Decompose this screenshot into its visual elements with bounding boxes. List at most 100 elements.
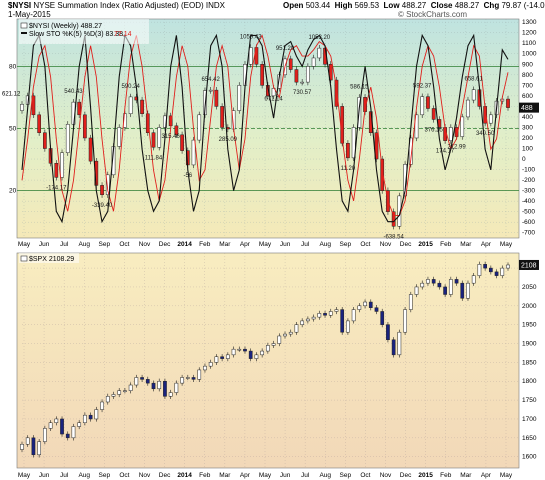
spx-candle-body: [180, 377, 184, 384]
nysi-candle-body: [214, 89, 219, 107]
nysi-candle-body: [100, 185, 104, 196]
spx-candle-body: [145, 379, 150, 384]
high-label: High: [334, 1, 353, 10]
spx-candle-body: [454, 279, 459, 284]
nysi-x-tick-label: Aug: [78, 241, 90, 248]
nysi-candle-body: [288, 58, 293, 70]
spx-candle-body: [254, 354, 259, 359]
nysi-candle-body: [54, 162, 59, 178]
spx-candle-body: [420, 282, 425, 288]
spx-candle-body: [128, 384, 133, 391]
nysi-data-label: 315.46: [161, 134, 180, 140]
nysi-data-label: 654.42: [202, 77, 221, 83]
spx-candle-body: [185, 377, 190, 379]
spx-candle-body: [306, 318, 310, 322]
nysi-y-tick-label: 1200: [522, 30, 537, 37]
nysi-candle-body: [117, 127, 122, 147]
nysi-candle-body: [208, 89, 213, 92]
spx-candle-body: [83, 414, 87, 423]
spx-candle-body: [197, 369, 202, 380]
chg-value: 79.87 (-14.06%): [501, 1, 545, 10]
spx-candle-body: [374, 307, 379, 312]
spx-x-tick-label: Jun: [280, 472, 291, 479]
nysi-x-tick-label: Oct: [360, 241, 370, 248]
spx-candle-body: [483, 264, 487, 269]
spx-candle-body: [88, 414, 93, 420]
spx-x-tick-label: Mar: [460, 472, 472, 479]
spx-candle-body: [500, 267, 505, 276]
chart-header-title: $NYSI NYSE Summation Index (Ratio Adjust…: [8, 1, 225, 11]
spx-candle-body: [403, 309, 407, 333]
spx-x-tick-label: Apr: [481, 472, 492, 479]
spx-candle-body: [123, 390, 127, 392]
spx-candle-body: [117, 390, 122, 395]
nysi-data-label: 592.37: [413, 84, 432, 90]
spx-candle-body: [328, 311, 333, 316]
nysi-candle-body: [174, 125, 179, 136]
spx-candle-body: [488, 267, 493, 273]
nysi-x-tick-label: Jun: [39, 241, 50, 248]
spx-x-tick-label: May: [500, 472, 513, 479]
nysi-candle-body: [43, 132, 47, 149]
spx-candle-body: [368, 301, 373, 308]
spx-candle-body: [25, 437, 30, 445]
index-name: NYSE Summation Index (Ratio Adjusted) (E…: [33, 1, 204, 10]
nysi-candle-body: [431, 108, 436, 120]
nysi-x-tick-label: Nov: [139, 241, 151, 248]
spx-candle-body: [408, 294, 413, 310]
spx-candle-body: [466, 282, 470, 299]
nysi-candle-body: [311, 57, 316, 67]
spx-candle-body: [71, 426, 76, 439]
nysi-legend-label: $NYSI (Weekly) 488.27: [29, 23, 102, 30]
nysi-candle-body: [191, 139, 196, 166]
spx-candle-body: [31, 437, 36, 456]
sto-axis-label: 50: [9, 126, 17, 133]
spx-legend-label: $SPX 2108.29: [29, 256, 74, 263]
nysi-candle-body: [37, 114, 42, 133]
spx-x-tick-label: Aug: [319, 472, 331, 479]
nysi-x-tick-label: 2015: [418, 241, 433, 248]
nysi-candle-body: [271, 88, 276, 97]
nysi-legend-swatch: [20, 22, 28, 29]
nysi-candle-body: [197, 114, 202, 141]
nysi-data-label: 174.17: [436, 149, 455, 155]
nysi-candle-body: [294, 69, 299, 83]
open-label: Open: [283, 1, 304, 10]
sto-legend-label: Slow STO %K(5) %D(3) 83.38,: [29, 31, 125, 38]
nysi-y-tick-label: 600: [522, 93, 533, 100]
nysi-candle-body: [60, 152, 64, 178]
nysi-legend-box: [19, 19, 149, 44]
spx-candle-body: [294, 324, 299, 333]
nysi-data-label: 586.15: [350, 84, 369, 90]
open-value: 503.44: [305, 1, 331, 10]
spx-x-tick-label: Sep: [99, 472, 111, 479]
nysi-data-label: -56: [183, 173, 192, 179]
nysi-x-tick-label: Oct: [119, 241, 129, 248]
nysi-candle-body: [105, 174, 110, 196]
nysi-x-tick-label: 2014: [177, 241, 192, 248]
nysi-candle-body: [248, 47, 253, 65]
nysi-candle-body: [414, 114, 419, 139]
spx-x-tick-label: Apr: [240, 472, 251, 479]
spx-candle-body: [231, 348, 236, 356]
spx-x-tick-label: Oct: [119, 472, 129, 479]
nysi-y-tick-label: 0: [522, 156, 526, 163]
spx-candle-body: [140, 377, 144, 380]
high-value: 569.53: [354, 1, 380, 10]
nysi-candle-body: [180, 134, 184, 151]
spx-candle-body: [283, 333, 287, 337]
nysi-candle-body: [471, 89, 476, 101]
spx-current-price-tag-bg: [519, 259, 539, 270]
nysi-candle-body: [306, 66, 310, 83]
spx-panel-bg: [16, 252, 520, 469]
nysi-x-tick-label: Jun: [280, 241, 291, 248]
nysi-y-tick-label: 300: [522, 124, 533, 131]
nysi-x-tick-label: Jul: [301, 241, 310, 248]
spx-candle-body: [317, 313, 322, 318]
close-value: 488.27: [454, 1, 480, 10]
nysi-candle-body: [374, 132, 379, 160]
nysi-candle-body: [145, 113, 150, 133]
nysi-x-tick-label: May: [18, 241, 31, 248]
nysi-candle-body: [391, 211, 396, 227]
